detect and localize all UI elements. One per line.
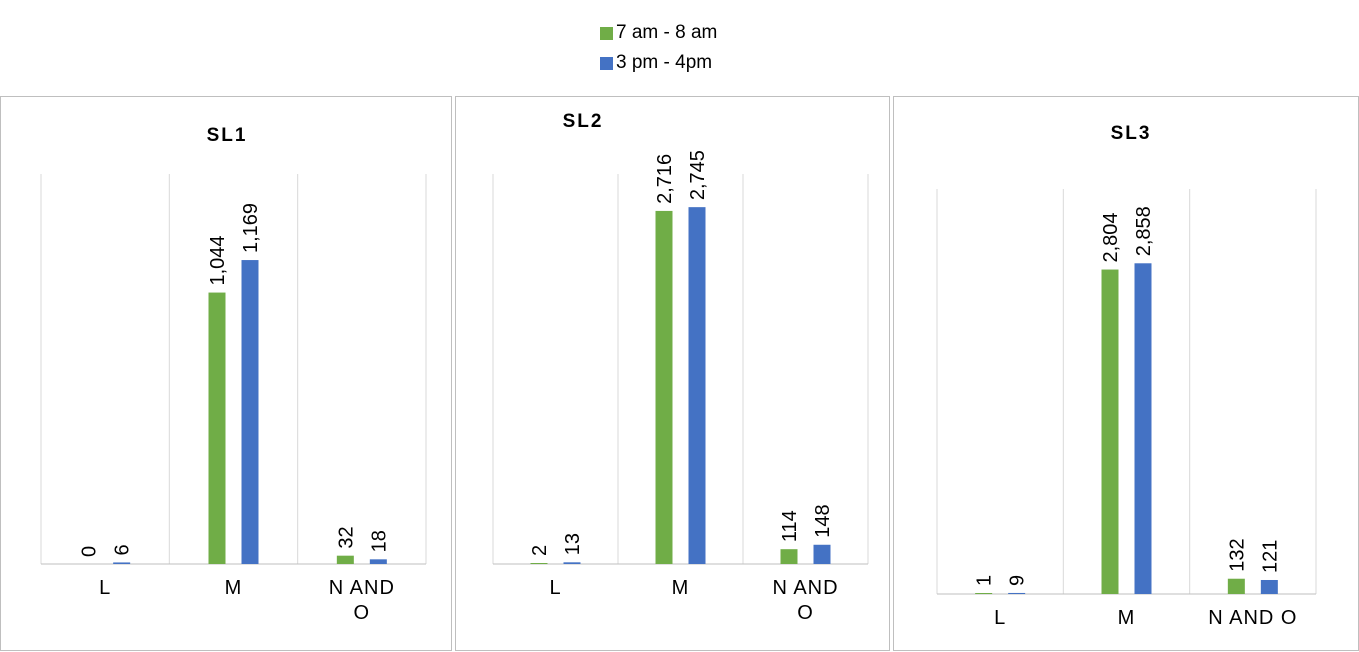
bar [975, 593, 993, 594]
category-label: M [225, 577, 243, 599]
data-label: 132 [1226, 538, 1248, 571]
data-label: 18 [368, 530, 390, 552]
chart-title: SL1 [207, 125, 248, 146]
chart-panel-sl2: SL2 2 2,716 114 13 2,745 148 L M N AND O [455, 96, 890, 651]
bar [780, 549, 798, 564]
chart-title: SL2 [563, 111, 604, 132]
chart-panel-sl3: SL3 1 2,804 132 9 2,858 121 L M N AND O [893, 96, 1359, 651]
data-label: 2 [529, 545, 551, 556]
data-label: 2,745 [687, 150, 709, 200]
legend-item-series-1: 7 am - 8 am [600, 18, 800, 48]
category-label: O [797, 602, 814, 624]
data-label: 13 [562, 533, 584, 555]
bar [655, 210, 673, 565]
category-label: O [354, 602, 371, 624]
bar [369, 559, 387, 564]
bar [563, 562, 581, 564]
legend-label-series-1: 7 am - 8 am [616, 22, 718, 43]
data-label: 32 [335, 526, 357, 548]
data-label: 6 [112, 544, 134, 555]
bar [336, 555, 354, 564]
bar [1134, 263, 1152, 594]
bar [1227, 578, 1245, 594]
chart-svg-sl3: SL3 1 2,804 132 9 2,858 121 L M N AND O [936, 123, 1317, 629]
data-label: 1,169 [240, 203, 262, 253]
bar [688, 207, 706, 564]
legend-item-series-2: 3 pm - 4pm [600, 48, 800, 78]
chart-title: SL3 [1111, 123, 1152, 144]
category-label: N AND O [1208, 607, 1297, 629]
data-label: 1 [974, 575, 996, 586]
data-label: 1,044 [207, 235, 229, 285]
legend-label-series-2: 3 pm - 4pm [616, 52, 713, 73]
category-label: L [994, 607, 1006, 629]
bar [241, 260, 259, 564]
bar [208, 292, 226, 564]
data-label: 9 [1007, 575, 1029, 586]
legend-swatch-series-2 [600, 56, 613, 70]
category-label: L [99, 577, 111, 599]
bar [1260, 579, 1278, 594]
bar [1008, 592, 1026, 594]
data-label: 121 [1259, 540, 1281, 573]
data-label: 2,716 [654, 154, 676, 204]
chart-svg-sl2: SL2 2 2,716 114 13 2,745 148 L M N AND O [492, 111, 869, 624]
data-label: 0 [79, 546, 101, 557]
legend-swatch-series-1 [600, 26, 613, 40]
chart-legend: 7 am - 8 am 3 pm - 4pm [600, 18, 800, 78]
category-label: N AND [772, 577, 838, 599]
data-label: 148 [812, 504, 834, 537]
bar [813, 544, 831, 564]
data-label: 2,804 [1100, 212, 1122, 262]
bar [113, 562, 131, 564]
chart-panel-sl1: SL1 0 1,044 32 6 1,169 18 L M N AND O [0, 96, 452, 651]
bar [530, 563, 548, 564]
data-label: 2,858 [1133, 206, 1155, 256]
category-label: M [1118, 607, 1136, 629]
category-label: L [549, 577, 561, 599]
data-label: 114 [779, 510, 801, 542]
category-label: M [672, 577, 690, 599]
category-label: N AND [329, 577, 395, 599]
chart-svg-sl1: SL1 0 1,044 32 6 1,169 18 L M N AND O [40, 125, 427, 624]
bar [1101, 269, 1119, 594]
